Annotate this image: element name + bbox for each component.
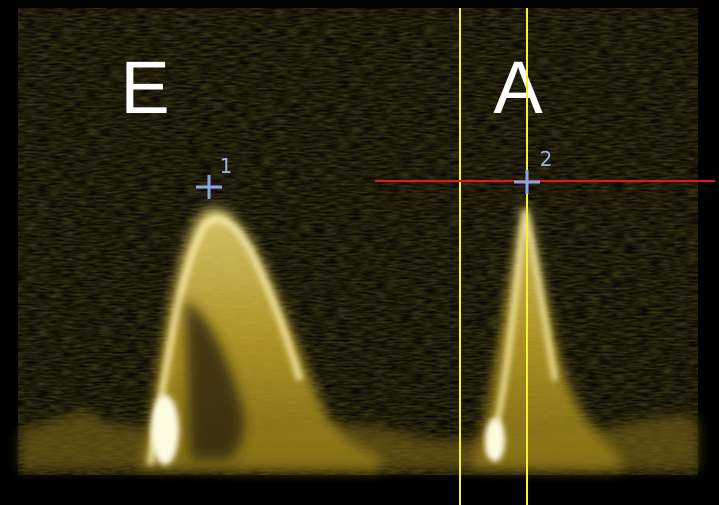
marker-label: 1 [220, 154, 233, 178]
a-wave-bright [485, 418, 505, 462]
doppler-view: E A 1 2 [0, 0, 719, 505]
wave-label: A [493, 46, 543, 129]
wave-label: E [120, 46, 169, 129]
marker-label: 2 [540, 147, 553, 171]
e-wave-bright [151, 395, 179, 465]
